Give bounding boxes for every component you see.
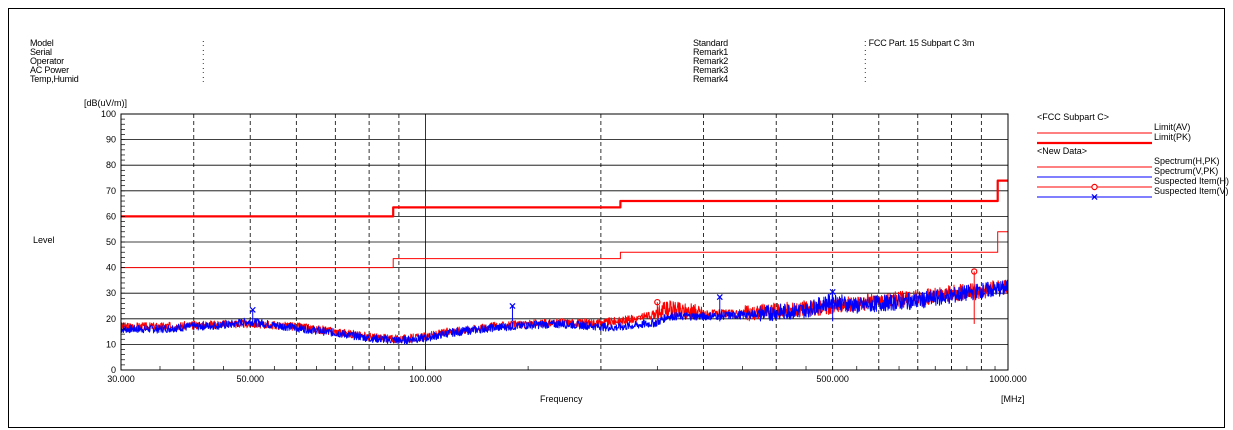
suspected-h-marker	[654, 298, 661, 306]
suspected-v-marker	[716, 294, 723, 301]
y-tick-label: 50	[106, 237, 116, 247]
header-label-standard: Standard	[693, 38, 728, 48]
header-value-serial: :	[202, 47, 205, 57]
header-label-temp-humid: Temp,Humid	[30, 74, 79, 84]
header-label-ac-power: AC Power	[30, 65, 69, 75]
legend-item-label: Spectrum(V,PK)	[1154, 166, 1218, 176]
series-spectrum-h-pk	[120, 279, 1009, 344]
legend-marker-x	[1091, 193, 1098, 201]
header-value-ac-power: :	[202, 65, 205, 75]
header-value-standard: : FCC Part. 15 Subpart C 3m	[864, 38, 975, 48]
suspected-v-marker	[249, 306, 256, 313]
y-tick-label: 90	[106, 135, 116, 145]
y-tick-label: 100	[101, 109, 116, 119]
y-tick-label: 40	[106, 263, 116, 273]
legend-marker-circle	[1091, 183, 1098, 191]
report-frame	[8, 8, 1225, 428]
y-tick-label: 10	[106, 339, 116, 349]
y-tick-label: 70	[106, 186, 116, 196]
chart-legend: <FCC Subpart C> Limit(AV)Limit(PK) <New Da…	[1037, 112, 1229, 201]
header-label-remark4: Remark4	[693, 74, 729, 84]
y-tick-label: 30	[106, 288, 116, 298]
header-label-remark3: Remark3	[693, 65, 729, 75]
x-tick-label: 50.000	[236, 374, 264, 384]
legend-item-label: Suspected Item(V)	[1154, 186, 1229, 196]
x-unit-label: [MHz]	[1001, 394, 1025, 404]
y-axis-label: Level	[33, 235, 55, 245]
header-value-remark4: :	[864, 74, 867, 84]
chart-ticks: 0 10 20 30 40 50 60 70 80 90 100 30.000 50.000 100.00…	[101, 109, 1027, 384]
series-limit-pk	[121, 179, 1008, 218]
y-tick-label: 20	[106, 314, 116, 324]
chart-markers	[249, 268, 978, 324]
legend-item-label: Limit(PK)	[1154, 132, 1191, 142]
legend-item-label: Suspected Item(H)	[1154, 176, 1229, 186]
y-tick-label: 80	[106, 160, 116, 170]
x-tick-label: 100.000	[409, 374, 442, 384]
suspected-h-marker	[971, 268, 978, 275]
legend-item-label: Spectrum(H,PK)	[1154, 156, 1220, 166]
header-label-remark1: Remark1	[693, 47, 729, 57]
series-limit-av	[121, 231, 1008, 269]
chart-series	[120, 179, 1009, 345]
header-value-remark1: :	[864, 47, 867, 57]
header-value-remark2: :	[864, 56, 867, 66]
x-tick-label: 500.000	[816, 374, 849, 384]
legend-item-label: Limit(AV)	[1154, 122, 1190, 132]
x-tick-label: 1000.000	[989, 374, 1027, 384]
series-spectrum-v-pk	[120, 279, 1009, 345]
x-tick-label: 30.000	[107, 374, 135, 384]
chart-grid	[121, 114, 1008, 370]
y-tick-label: 0	[111, 365, 116, 375]
header-label-operator: Operator	[30, 56, 64, 66]
y-unit-label: [dB(uV/m)]	[84, 98, 127, 108]
y-tick-label: 60	[106, 211, 116, 221]
header-label-model: Model	[30, 38, 54, 48]
x-axis-label: Frequency	[540, 394, 583, 404]
header-label-remark2: Remark2	[693, 56, 729, 66]
header-value-model: :	[202, 38, 205, 48]
legend-group-title: <FCC Subpart C>	[1037, 112, 1109, 122]
suspected-v-marker	[509, 302, 516, 310]
legend-group-title: <New Data>	[1037, 146, 1087, 156]
header-value-temp-humid: :	[202, 74, 205, 84]
header-label-serial: Serial	[30, 47, 52, 57]
suspected-v-marker	[829, 288, 836, 295]
header-value-operator: :	[202, 56, 205, 66]
header-value-remark3: :	[864, 65, 867, 75]
